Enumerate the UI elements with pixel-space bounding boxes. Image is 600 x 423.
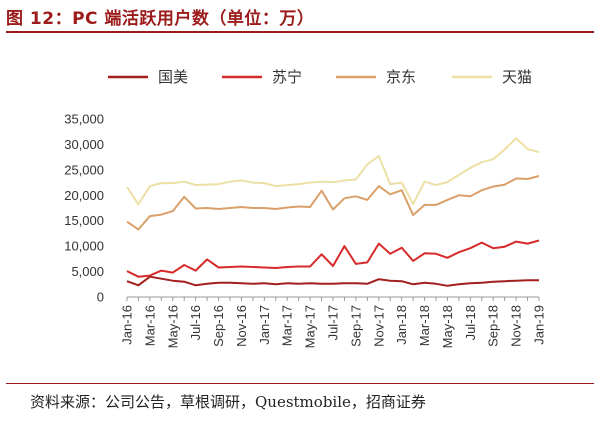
x-axis: Jan-16 Mar-16 May-16 Jul-16 Sep-16 Nov-16 Jan-…	[120, 296, 547, 348]
x-tick-label: May-16	[165, 305, 180, 348]
x-tick-label: Sep-17	[348, 305, 363, 347]
y-tick-label: 10,000	[64, 239, 104, 254]
footer-divider	[6, 383, 594, 384]
legend-label: 天猫	[502, 68, 532, 86]
series-line-国美	[126, 275, 539, 287]
legend-item: 国美	[108, 68, 188, 86]
x-tick-label: Jan-17	[257, 305, 272, 345]
x-tick-label: Mar-17	[280, 305, 295, 346]
plot-area	[126, 137, 540, 287]
legend-item: 苏宁	[222, 68, 302, 86]
y-tick-label: 15,000	[64, 213, 104, 228]
legend: 国美 苏宁 京东 天猫	[108, 68, 532, 86]
legend-item: 京东	[336, 68, 416, 86]
legend-label: 苏宁	[272, 68, 302, 86]
x-tick-label: Mar-18	[417, 305, 432, 346]
source-note: 资料来源：公司公告，草根调研，Questmobile，招商证券	[30, 393, 426, 411]
x-tick-label: Nov-18	[509, 305, 524, 347]
x-tick-label: Jan-19	[532, 305, 547, 345]
x-tick-label: Sep-16	[211, 305, 226, 347]
series-line-苏宁	[126, 239, 540, 278]
y-tick-label: 30,000	[64, 137, 104, 152]
chart-title: 图 12：PC 端活跃用户数（单位：万）	[6, 9, 315, 29]
x-tick-label: Jan-16	[120, 305, 135, 345]
y-axis: 0 5,000 10,000 15,000 20,000 25,000 30,000 35,0…	[64, 112, 104, 305]
y-tick-label: 20,000	[64, 188, 104, 203]
x-tick-label: Jul-18	[463, 305, 478, 340]
y-tick-label: 0	[97, 290, 104, 305]
x-tick-label: Nov-17	[371, 305, 386, 347]
x-tick-label: Jan-18	[394, 305, 409, 345]
y-tick-label: 5,000	[71, 264, 104, 279]
legend-label: 国美	[158, 68, 188, 86]
series-line-天猫	[126, 137, 540, 206]
legend-label: 京东	[386, 68, 416, 86]
x-tick-label: May-17	[303, 305, 318, 348]
x-tick-label: Jul-17	[326, 305, 341, 340]
x-tick-label: May-18	[440, 305, 455, 348]
x-tick-label: Nov-16	[234, 305, 249, 347]
x-tick-label: Jul-16	[188, 305, 203, 340]
legend-item: 天猫	[452, 68, 532, 86]
x-tick-label: Sep-18	[486, 305, 501, 347]
title-divider	[6, 31, 594, 33]
x-tick-label: Mar-16	[142, 305, 157, 346]
y-tick-label: 35,000	[64, 112, 104, 127]
series-line-京东	[126, 175, 540, 231]
y-tick-label: 25,000	[64, 162, 104, 177]
